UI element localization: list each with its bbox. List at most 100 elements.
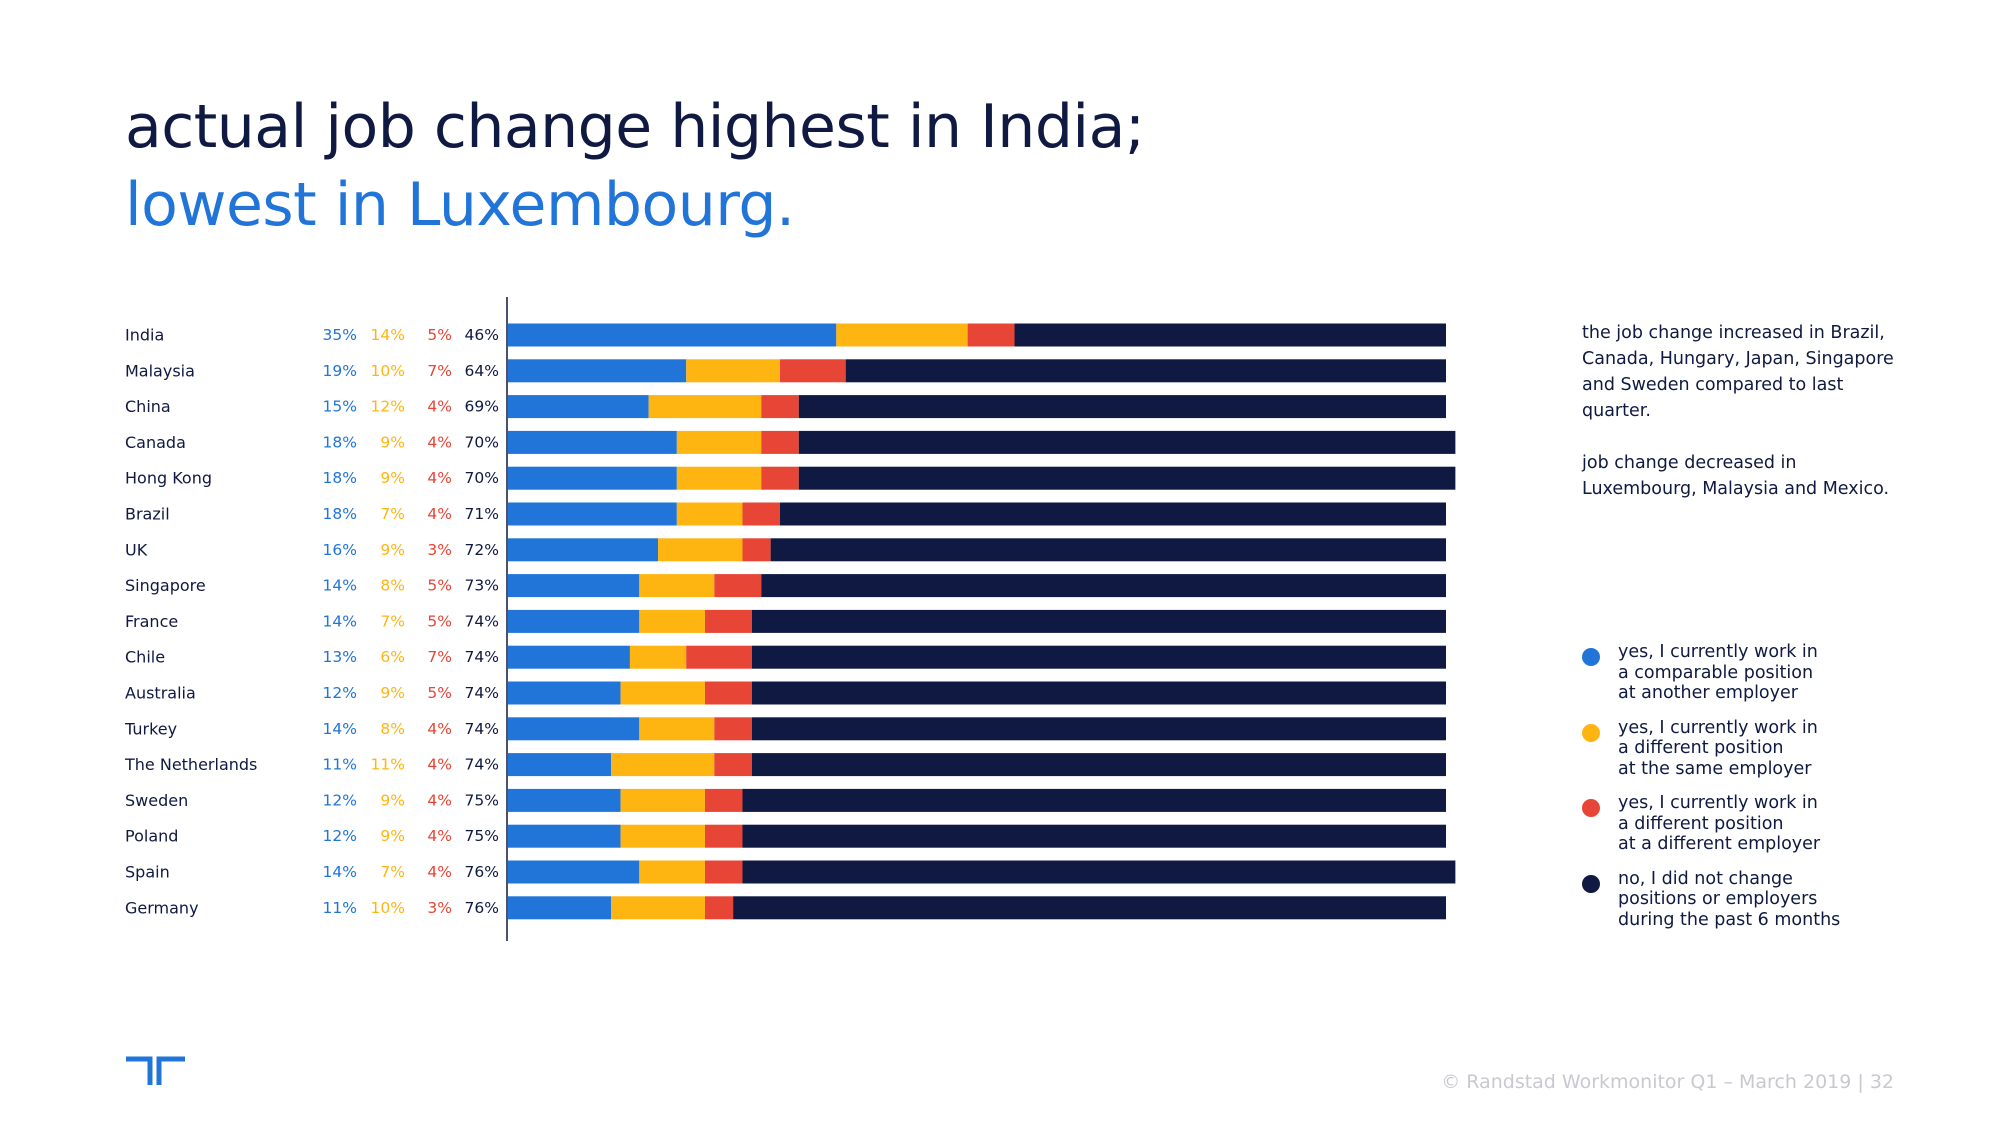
data-label: 4%: [427, 827, 452, 845]
data-label: 4%: [427, 433, 452, 451]
data-label: 64%: [465, 362, 499, 380]
bar-segment: [686, 359, 781, 383]
bar-segment: [639, 717, 715, 741]
bar-segment: [611, 896, 705, 920]
data-label: 35%: [323, 326, 357, 344]
bar-segment: [639, 574, 715, 598]
bar-segment: [704, 824, 743, 848]
category-label: Hong Kong: [125, 469, 212, 488]
legend-item-no-change: no, I did not change positions or employ…: [1582, 869, 1912, 931]
bar-segment: [742, 788, 1446, 812]
data-label: 9%: [380, 469, 405, 487]
bar-segment: [508, 788, 621, 812]
data-label: 72%: [465, 541, 499, 559]
bar-segment: [508, 753, 612, 777]
bar-segment: [508, 896, 612, 920]
category-label: Singapore: [125, 576, 206, 595]
bar-segment: [967, 323, 1015, 347]
category-label: Sweden: [125, 791, 188, 810]
category-label: Malaysia: [125, 361, 195, 380]
bar-segment: [1014, 323, 1446, 347]
bar-segment: [770, 538, 1446, 562]
title-line-1: actual job change highest in India;: [125, 92, 1145, 162]
bar-segment: [620, 788, 705, 812]
data-label: 7%: [427, 362, 452, 380]
legend-label: yes, I currently work in a different pos…: [1618, 717, 1818, 779]
data-label: 73%: [465, 577, 499, 595]
data-label: 12%: [323, 684, 357, 702]
bar-segment: [620, 824, 705, 848]
footer-copyright: © Randstad Workmonitor Q1 – March 2019 |…: [1441, 1071, 1894, 1093]
data-label: 5%: [427, 577, 452, 595]
data-label: 18%: [323, 505, 357, 523]
bar-segment: [761, 574, 1446, 598]
bar-segment: [639, 609, 705, 633]
legend-marker-blue: [1582, 648, 1600, 666]
data-label: 14%: [323, 720, 357, 738]
bar-segment: [648, 395, 762, 419]
data-label: 74%: [465, 612, 499, 630]
data-label: 76%: [465, 899, 499, 917]
data-label: 71%: [465, 505, 499, 523]
bar-segment: [508, 717, 640, 741]
bar-segment: [780, 359, 846, 383]
category-label: Chile: [125, 648, 165, 667]
bar-segment: [639, 860, 705, 884]
data-label: 4%: [427, 791, 452, 809]
data-label: 69%: [465, 398, 499, 416]
data-label: 11%: [323, 756, 357, 774]
chart-legend: yes, I currently work in a comparable po…: [1582, 642, 1912, 944]
bar-segment: [508, 538, 659, 562]
category-label: UK: [125, 540, 148, 559]
category-label: Brazil: [125, 505, 170, 524]
bar-segment: [761, 430, 799, 454]
data-label: 12%: [323, 791, 357, 809]
legend-marker-yellow: [1582, 723, 1600, 742]
bar-segment: [676, 502, 743, 526]
data-label: 74%: [465, 756, 499, 774]
note-increase: the job change increased in Brazil, Cana…: [1582, 323, 1894, 421]
data-label: 16%: [323, 541, 357, 559]
bar-segment: [686, 645, 752, 669]
note-decrease: job change decreased in Luxembourg, Mala…: [1582, 453, 1890, 499]
bar-segment: [742, 824, 1446, 848]
bar-segment: [751, 681, 1446, 705]
data-label: 14%: [371, 326, 405, 344]
bar-segment: [508, 609, 640, 633]
category-label: Poland: [125, 827, 178, 846]
data-label: 9%: [380, 791, 405, 809]
bar-segment: [620, 681, 705, 705]
category-label: Spain: [125, 863, 170, 882]
bar-segment: [508, 466, 677, 490]
data-label: 46%: [465, 326, 499, 344]
data-label: 9%: [380, 684, 405, 702]
bar-segment: [742, 538, 771, 562]
data-label: 4%: [427, 505, 452, 523]
commentary-notes: the job change increased in Brazil, Cana…: [1582, 320, 1912, 528]
data-label: 75%: [465, 791, 499, 809]
bar-segment: [704, 788, 743, 812]
legend-item-different-same-employer: yes, I currently work in a different pos…: [1582, 718, 1912, 780]
data-label: 11%: [371, 756, 405, 774]
data-label: 12%: [323, 827, 357, 845]
bar-segment: [508, 502, 677, 526]
bar-segment: [704, 860, 743, 884]
bar-segment: [798, 466, 1456, 490]
bar-segment: [658, 538, 743, 562]
data-label: 8%: [380, 577, 405, 595]
category-label: Canada: [125, 433, 186, 452]
bar-segment: [798, 430, 1456, 454]
data-label: 5%: [427, 684, 452, 702]
data-label: 14%: [323, 577, 357, 595]
bar-segment: [751, 753, 1446, 777]
bar-segment: [508, 574, 640, 598]
data-label: 4%: [427, 398, 452, 416]
bar-segment: [798, 395, 1446, 419]
data-label: 5%: [427, 326, 452, 344]
category-label: France: [125, 612, 178, 631]
bar-segment: [742, 502, 781, 526]
data-label: 74%: [465, 684, 499, 702]
data-label: 7%: [427, 648, 452, 666]
data-label: 70%: [465, 433, 499, 451]
